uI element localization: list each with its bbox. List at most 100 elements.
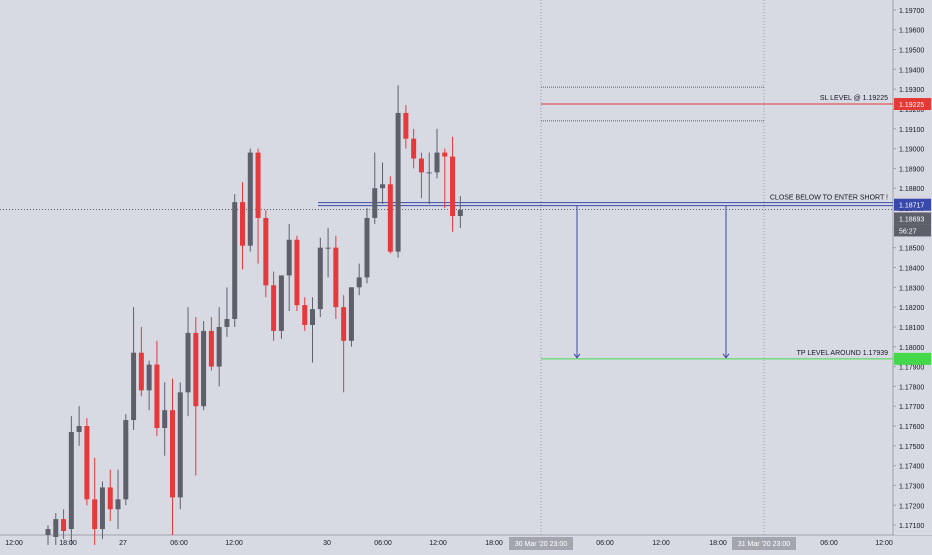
candle-body: [450, 156, 456, 216]
price-tick-label: 1.18200: [899, 305, 924, 312]
price-tick-label: 1.17300: [899, 483, 924, 490]
candle-body: [294, 239, 300, 306]
sl-level-label: SL LEVEL @ 1.19225: [820, 95, 888, 102]
price-tick-label: 1.18300: [899, 285, 924, 292]
candle: [208, 317, 214, 371]
price-tick-label: 1.19500: [899, 48, 924, 55]
candle: [84, 418, 90, 506]
price-tick-label: 1.19200: [899, 107, 924, 114]
candle: [162, 382, 168, 456]
price-tick-label: 1.18400: [899, 266, 924, 273]
time-tick-label: 12:00: [429, 540, 447, 547]
time-tick-label: 06:00: [596, 540, 614, 547]
candle-body: [224, 319, 230, 327]
countdown-tag[interactable]: 56:27: [894, 224, 931, 237]
candle-body: [131, 352, 137, 421]
time-tick-label: 06:00: [374, 540, 392, 547]
candle: [138, 326, 144, 397]
candle-body: [278, 275, 284, 331]
price-tick-label: 1.17100: [899, 523, 924, 530]
time-crosshair-tag[interactable]: 30 Mar '20 23:00: [509, 537, 573, 550]
sl-price-tag[interactable]: 1.19225: [894, 98, 931, 111]
candle: [411, 128, 417, 169]
candle: [387, 176, 393, 254]
time-tick-label: 27: [119, 540, 127, 547]
tp-level-label: TP LEVEL AROUND 1.17939: [797, 350, 889, 357]
candle-body: [99, 487, 105, 530]
candle-body: [240, 202, 245, 246]
candle-body: [138, 352, 144, 391]
candle-body: [92, 499, 98, 530]
candle: [154, 340, 160, 436]
candle: [177, 382, 183, 510]
price-tick-label: 1.19700: [899, 8, 924, 15]
entry-price-tag-bg: [894, 198, 931, 211]
candle: [61, 509, 67, 539]
candle: [53, 513, 59, 545]
tp-price-tag-text: 1.17939: [899, 357, 924, 364]
candle: [294, 235, 300, 312]
candle: [450, 136, 456, 232]
candle: [146, 360, 152, 411]
candle-body: [247, 152, 253, 246]
candle-body: [380, 184, 386, 189]
current-price-tag[interactable]: 1.18693: [894, 212, 931, 225]
candle: [325, 227, 331, 278]
current-price-tag-bg: [894, 212, 931, 225]
annotation-layer[interactable]: SL LEVEL @ 1.19225 CLOSE BELOW TO ENTER S…: [0, 86, 893, 360]
time-tag-bg: [732, 537, 796, 550]
candle: [255, 148, 261, 264]
candle: [372, 152, 378, 224]
time-tick-label: 06:00: [820, 540, 838, 547]
candle: [201, 321, 207, 411]
sl-price-tag-bg: [894, 98, 931, 111]
candle: [356, 263, 362, 296]
price-axis-bg: [894, 0, 932, 535]
candle-body: [177, 392, 183, 498]
candle-body: [387, 184, 393, 252]
time-tick-label: 06:00: [170, 540, 188, 547]
entry-price-tag[interactable]: 1.18717: [894, 198, 931, 211]
price-tick-label: 1.17800: [899, 384, 924, 391]
candle-body: [154, 364, 160, 428]
price-tick-label: 1.18000: [899, 345, 924, 352]
candle: [131, 307, 137, 430]
price-tick-label: 1.17200: [899, 503, 924, 510]
price-axis[interactable]: 1.19700 1.19600 1.19500 1.19400 1.19300 1.192…: [893, 0, 932, 535]
candle: [115, 469, 121, 530]
time-axis[interactable]: 12:00 18:00 27 06:00 12:00 30 06:00 12:00 18:00 0…: [5, 537, 893, 550]
price-tick-label: 1.18800: [899, 186, 924, 193]
candle-body: [68, 431, 74, 530]
candle: [457, 196, 463, 228]
time-tick-label: 12:00: [5, 540, 23, 547]
candle: [395, 85, 401, 258]
time-crosshair-tag[interactable]: 31 Mar '20 23:00: [732, 537, 796, 550]
candle-body: [146, 364, 152, 391]
candle-body: [232, 202, 238, 320]
entry-price-tag-text: 1.18717: [899, 203, 924, 210]
candle-body: [333, 247, 339, 308]
candle: [263, 210, 269, 298]
candle-body: [263, 217, 269, 286]
candle-body: [364, 217, 370, 278]
price-tick-label: 1.17600: [899, 424, 924, 431]
candle: [403, 105, 409, 149]
tp-price-tag[interactable]: 1.17939: [894, 352, 931, 365]
candle-body: [169, 410, 175, 498]
candle: [232, 194, 238, 327]
candle-body: [395, 112, 401, 252]
candle-body: [403, 112, 409, 139]
candle: [45, 525, 51, 545]
candle-body: [123, 420, 129, 500]
candle: [380, 162, 386, 205]
time-tick-label: 12:00: [875, 540, 893, 547]
candle: [333, 235, 339, 320]
candle-body: [216, 326, 222, 367]
candle: [99, 481, 105, 539]
countdown-tag-text: 56:27: [899, 228, 917, 235]
candle: [68, 416, 74, 545]
candle: [302, 297, 308, 331]
